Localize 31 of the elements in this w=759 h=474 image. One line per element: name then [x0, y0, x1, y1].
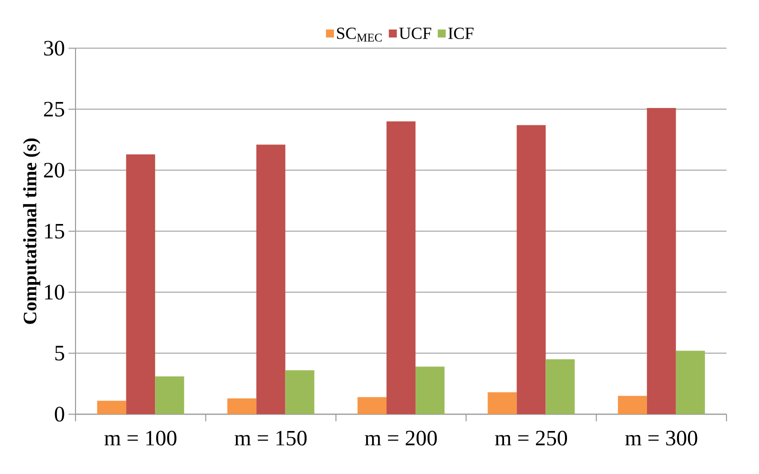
bar [358, 397, 387, 414]
y-tick-label: 20 [44, 162, 64, 178]
bar [416, 366, 445, 414]
x-tick-label: m = 300 [625, 430, 698, 446]
y-tick-label: 5 [55, 346, 64, 360]
x-tick-label: m = 250 [495, 430, 568, 446]
bar [488, 392, 517, 414]
legend-label: ICF [448, 28, 474, 40]
y-tick-label: 30 [44, 40, 64, 56]
bar [546, 359, 575, 414]
x-tick-label: m = 100 [104, 430, 176, 446]
bar [285, 370, 314, 414]
bar [227, 398, 256, 414]
y-axis-title: Computational time (s) [23, 138, 40, 324]
legend-label: UCF [399, 28, 432, 40]
bar [97, 400, 126, 414]
x-tick-label: m = 200 [364, 430, 437, 446]
bar [516, 125, 546, 414]
y-tick-label: 0 [54, 406, 64, 422]
y-tick-label: 15 [45, 224, 64, 239]
bar [256, 144, 286, 414]
legend-label: SC$_{MEC}$ [337, 28, 382, 42]
bar [155, 376, 184, 414]
x-tick-label: m = 150 [234, 430, 307, 446]
bar [126, 154, 156, 414]
bar [676, 350, 705, 414]
bar [386, 121, 416, 414]
y-tick-label: 25 [44, 102, 64, 117]
bar [618, 396, 647, 414]
y-tick-label: 10 [45, 284, 64, 300]
bar [646, 108, 676, 414]
